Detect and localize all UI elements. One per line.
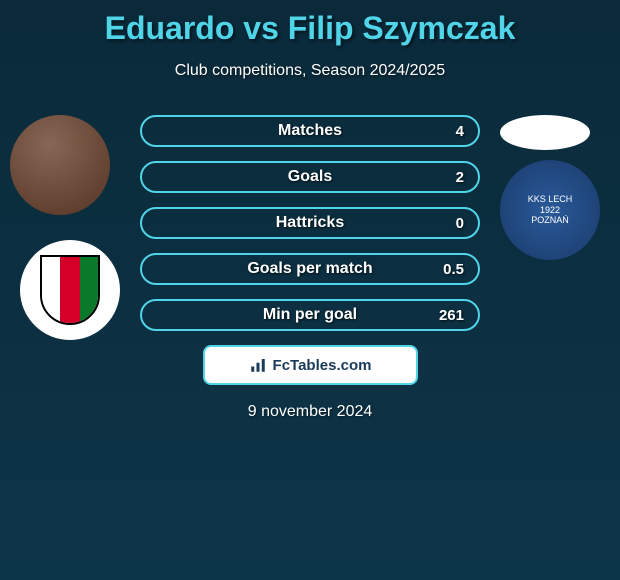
footer-brand-badge[interactable]: FcTables.com — [203, 345, 418, 385]
club2-name-bottom: POZNAŃ — [528, 215, 573, 226]
stat-value: 4 — [456, 123, 464, 140]
stat-row: Goals per match 0.5 — [140, 253, 480, 285]
player1-avatar — [10, 115, 110, 215]
subtitle: Club competitions, Season 2024/2025 — [0, 62, 620, 80]
player2-avatar — [500, 115, 590, 150]
stats-container: Matches 4 Goals 2 Hattricks 0 Goals per … — [140, 115, 480, 331]
stat-label: Goals — [288, 168, 332, 186]
content-area: KKS LECH 1922 POZNAŃ Matches 4 Goals 2 H… — [0, 115, 620, 421]
club2-badge-text: KKS LECH 1922 POZNAŃ — [528, 194, 573, 226]
stat-label: Goals per match — [247, 260, 372, 278]
stat-row: Goals 2 — [140, 161, 480, 193]
stat-row: Hattricks 0 — [140, 207, 480, 239]
stat-value: 261 — [439, 307, 464, 324]
stat-label: Matches — [278, 122, 342, 140]
bar-chart-icon — [249, 356, 267, 374]
date-text: 9 november 2024 — [0, 403, 620, 421]
club1-shield-icon — [40, 255, 100, 325]
stat-value: 0.5 — [443, 261, 464, 278]
stat-row: Min per goal 261 — [140, 299, 480, 331]
stat-value: 0 — [456, 215, 464, 232]
page-title: Eduardo vs Filip Szymczak — [0, 0, 620, 47]
stat-value: 2 — [456, 169, 464, 186]
club2-year: 1922 — [528, 205, 573, 216]
stat-label: Hattricks — [276, 214, 344, 232]
stat-row: Matches 4 — [140, 115, 480, 147]
club2-name-top: KKS LECH — [528, 194, 573, 205]
club1-badge — [20, 240, 120, 340]
club2-badge: KKS LECH 1922 POZNAŃ — [500, 160, 600, 260]
footer-brand-text: FcTables.com — [273, 357, 372, 374]
stat-label: Min per goal — [263, 306, 357, 324]
